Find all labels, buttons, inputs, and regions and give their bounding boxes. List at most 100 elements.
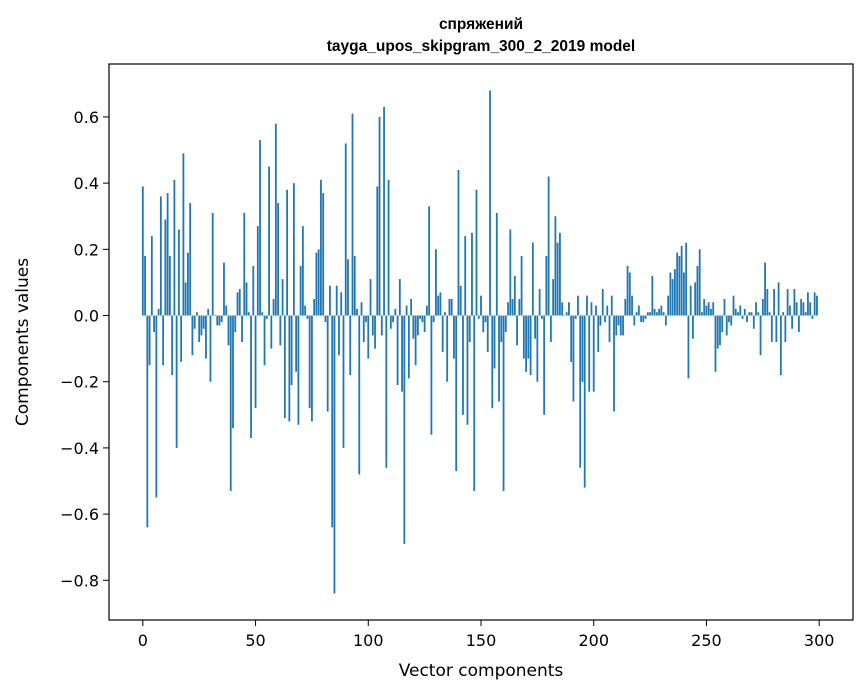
- bar-42: [236, 292, 239, 316]
- x-tick-label: 50: [245, 631, 265, 650]
- bar-211: [617, 315, 620, 326]
- y-tick-label: 0.0: [74, 307, 99, 326]
- bar-90: [344, 143, 347, 316]
- bar-140: [457, 169, 460, 316]
- bar-284: [782, 312, 785, 316]
- bar-93: [351, 113, 354, 316]
- bar-180: [547, 176, 550, 316]
- bar-185: [559, 232, 561, 316]
- bar-52: [259, 140, 261, 316]
- bar-5: [153, 315, 155, 333]
- bar-43: [238, 289, 241, 316]
- y-axis-ticks: −0.8 −0.6 −0.4 −0.2 0.0 0.2 0.4 0.6: [60, 108, 109, 590]
- bar-249: [703, 298, 706, 316]
- x-tick-label: 200: [578, 631, 609, 650]
- bar-38: [227, 315, 230, 346]
- bar-248: [701, 312, 703, 316]
- bars-group: [141, 90, 818, 594]
- bar-159: [500, 315, 503, 342]
- bar-13: [171, 315, 174, 376]
- plot-frame: [108, 63, 854, 621]
- bar-10: [164, 219, 167, 316]
- bar-202: [597, 315, 600, 352]
- bar-259: [725, 315, 728, 336]
- bar-266: [741, 315, 744, 319]
- bar-158: [498, 315, 500, 402]
- bar-24: [196, 312, 198, 316]
- y-tick-label: 0.6: [74, 108, 99, 127]
- bar-160: [502, 315, 505, 491]
- bar-72: [304, 305, 307, 316]
- bar-8: [159, 196, 162, 316]
- bar-148: [475, 189, 478, 316]
- bar-260: [728, 315, 730, 323]
- y-tick-label: −0.6: [60, 505, 99, 524]
- bar-183: [554, 216, 557, 316]
- bar-218: [633, 315, 636, 326]
- bar-176: [538, 289, 541, 316]
- bar-63: [283, 315, 286, 419]
- bar-287: [788, 305, 791, 316]
- y-tick-label: 0.2: [74, 240, 99, 259]
- x-tick-label: 0: [138, 631, 148, 650]
- bar-162: [507, 302, 509, 316]
- bar-181: [549, 315, 552, 342]
- bar-175: [536, 315, 539, 382]
- bar-169: [522, 315, 525, 359]
- bar-200: [592, 315, 595, 392]
- bar-178: [543, 315, 546, 415]
- bar-177: [540, 315, 543, 319]
- bar-215: [626, 265, 629, 316]
- bar-120: [412, 315, 415, 339]
- bar-295: [807, 292, 809, 316]
- bar-210: [615, 315, 618, 336]
- bar-186: [561, 302, 564, 316]
- bar-247: [698, 249, 701, 316]
- bar-226: [651, 275, 654, 316]
- bar-195: [581, 315, 584, 382]
- bar-290: [795, 302, 798, 316]
- bar-283: [779, 315, 782, 376]
- bar-102: [371, 315, 374, 336]
- bar-291: [797, 315, 800, 333]
- bar-124: [421, 315, 424, 323]
- bar-196: [583, 315, 586, 488]
- bar-48: [250, 315, 252, 438]
- bar-101: [369, 279, 372, 316]
- bar-209: [613, 315, 615, 412]
- bar-191: [572, 315, 575, 402]
- bar-116: [403, 315, 406, 544]
- bar-252: [710, 308, 712, 316]
- bar-54: [263, 315, 266, 366]
- bar-111: [392, 315, 394, 323]
- bar-261: [730, 315, 733, 326]
- bar-278: [768, 312, 771, 316]
- bar-168: [520, 255, 523, 316]
- bar-36: [223, 262, 225, 316]
- bar-263: [734, 308, 737, 316]
- bar-3: [148, 315, 151, 366]
- bar-85: [333, 315, 336, 594]
- bar-190: [570, 315, 573, 362]
- bar-156: [493, 315, 496, 369]
- bar-204: [601, 289, 604, 316]
- bar-289: [793, 289, 796, 316]
- bar-240: [683, 272, 685, 316]
- bar-25: [198, 315, 201, 342]
- bar-147: [473, 315, 476, 491]
- bar-268: [746, 315, 748, 323]
- y-tick-label: −0.4: [60, 439, 99, 458]
- bar-246: [696, 265, 699, 316]
- bar-199: [590, 302, 593, 316]
- bar-245: [694, 282, 697, 316]
- bar-220: [637, 305, 640, 316]
- bar-271: [752, 315, 755, 329]
- bar-237: [676, 252, 679, 316]
- bar-155: [491, 315, 494, 409]
- bar-138: [453, 315, 455, 359]
- bar-230: [660, 305, 663, 316]
- bar-122: [416, 315, 419, 336]
- x-tick-label: 100: [353, 631, 384, 650]
- bar-182: [552, 279, 555, 316]
- bar-297: [811, 315, 814, 319]
